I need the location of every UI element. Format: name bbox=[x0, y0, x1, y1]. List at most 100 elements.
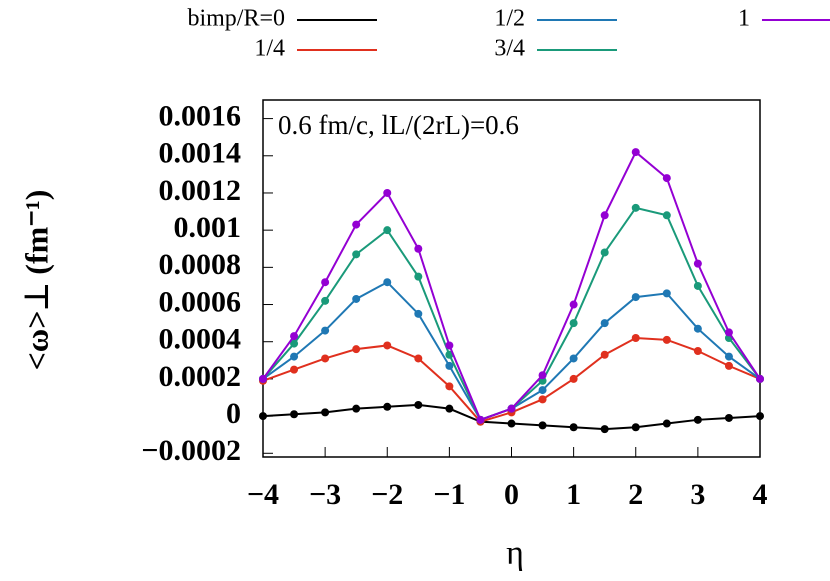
y-tick-label: 0.0008 bbox=[159, 248, 242, 281]
y-tick-label: 0 bbox=[226, 397, 241, 430]
y-tick-label: 0.0012 bbox=[159, 174, 242, 207]
data-point bbox=[756, 374, 764, 383]
x-tick-label: 0 bbox=[504, 478, 519, 511]
series-line bbox=[262, 150, 761, 422]
data-point bbox=[569, 374, 578, 383]
x-tick-label: 3 bbox=[690, 478, 705, 511]
data-point bbox=[290, 410, 299, 419]
data-point bbox=[600, 350, 609, 359]
data-point bbox=[383, 188, 392, 197]
data-point bbox=[600, 319, 609, 328]
x-tick-label: −3 bbox=[309, 478, 341, 511]
data-point bbox=[662, 419, 671, 428]
data-point bbox=[321, 408, 330, 417]
data-point bbox=[414, 400, 423, 409]
data-point bbox=[321, 354, 330, 363]
data-point bbox=[662, 211, 671, 220]
data-point bbox=[538, 395, 547, 404]
data-point bbox=[631, 293, 640, 302]
y-tick-label: 0.0016 bbox=[159, 99, 242, 132]
data-point bbox=[383, 341, 392, 350]
data-point bbox=[352, 294, 361, 303]
data-point bbox=[631, 203, 640, 212]
data-point bbox=[259, 374, 267, 383]
data-point bbox=[259, 412, 267, 421]
data-point bbox=[352, 250, 361, 259]
data-point bbox=[538, 386, 547, 395]
data-point bbox=[414, 309, 423, 318]
legend-label: 1 bbox=[738, 6, 750, 32]
data-point bbox=[538, 421, 547, 430]
data-point bbox=[321, 326, 330, 335]
y-tick-label: −0.0002 bbox=[141, 434, 241, 467]
x-tick-label: 2 bbox=[628, 478, 643, 511]
data-point bbox=[383, 226, 392, 235]
data-point bbox=[693, 347, 702, 356]
data-point bbox=[569, 423, 578, 432]
legend-label: 3/4 bbox=[494, 36, 525, 62]
data-point bbox=[600, 425, 609, 434]
data-point bbox=[414, 244, 423, 253]
data-point bbox=[724, 328, 733, 337]
data-point bbox=[724, 352, 733, 361]
legend-label: bimp/R=0 bbox=[187, 6, 285, 32]
data-point bbox=[352, 220, 361, 229]
data-point bbox=[290, 332, 299, 341]
data-point bbox=[383, 278, 392, 287]
data-point bbox=[631, 423, 640, 432]
data-point bbox=[290, 352, 299, 361]
data-point bbox=[600, 211, 609, 220]
data-point bbox=[693, 324, 702, 333]
data-point bbox=[445, 361, 454, 370]
data-point bbox=[414, 354, 423, 363]
data-point bbox=[445, 382, 454, 391]
data-point bbox=[600, 248, 609, 257]
data-point bbox=[352, 345, 361, 354]
data-point bbox=[352, 404, 361, 413]
data-point bbox=[290, 339, 299, 348]
data-point bbox=[569, 354, 578, 363]
legend-label: 1/2 bbox=[494, 6, 525, 32]
data-point bbox=[445, 404, 454, 413]
x-tick-label: −1 bbox=[433, 478, 465, 511]
data-point bbox=[724, 413, 733, 422]
x-tick-label: −2 bbox=[371, 478, 403, 511]
y-tick-label: 0.0014 bbox=[159, 137, 242, 170]
series-line bbox=[262, 280, 761, 422]
data-point bbox=[662, 289, 671, 298]
data-point bbox=[538, 371, 547, 380]
data-point bbox=[569, 319, 578, 328]
data-point bbox=[631, 334, 640, 342]
y-tick-label: 0.0002 bbox=[159, 360, 242, 393]
data-point bbox=[321, 278, 330, 287]
legend-label: 1/4 bbox=[254, 36, 285, 62]
data-point bbox=[445, 341, 454, 350]
data-point bbox=[507, 404, 516, 413]
x-axis-label: η bbox=[506, 535, 524, 572]
data-point bbox=[414, 272, 423, 281]
y-tick-label: 0.0006 bbox=[159, 285, 242, 318]
data-point bbox=[662, 335, 671, 344]
x-tick-label: 1 bbox=[566, 478, 581, 511]
data-point bbox=[321, 296, 330, 305]
data-point bbox=[383, 402, 392, 411]
annotation: 0.6 fm/c, lL/(2rL)=0.6 bbox=[278, 110, 519, 140]
data-point bbox=[693, 415, 702, 424]
x-tick-label: 4 bbox=[753, 478, 768, 511]
data-point bbox=[290, 365, 299, 374]
data-point bbox=[756, 412, 764, 421]
data-point bbox=[507, 419, 516, 428]
y-tick-label: 0.0004 bbox=[159, 323, 242, 356]
data-point bbox=[662, 174, 671, 183]
data-point bbox=[631, 148, 640, 157]
x-tick-label: −4 bbox=[247, 478, 279, 511]
plot-frame bbox=[262, 99, 761, 458]
data-point bbox=[693, 259, 702, 268]
data-point bbox=[693, 281, 702, 290]
data-point bbox=[569, 300, 578, 309]
data-point bbox=[724, 361, 733, 370]
y-axis-label: <ω>⊥ (fm⁻¹) bbox=[18, 190, 54, 371]
data-point bbox=[476, 415, 485, 424]
y-tick-label: 0.001 bbox=[174, 211, 242, 244]
